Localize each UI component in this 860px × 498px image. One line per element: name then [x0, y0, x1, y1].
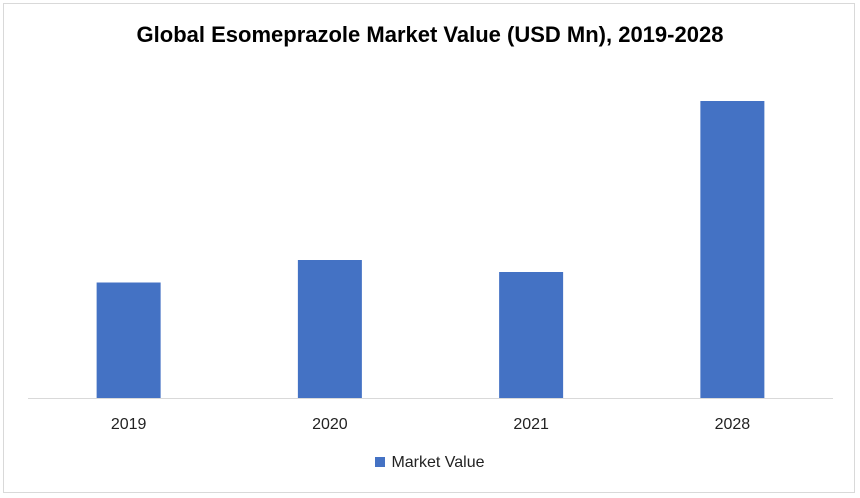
bar-2021 [499, 272, 564, 398]
bar-2028 [700, 101, 765, 398]
bar-2019 [96, 282, 161, 398]
bar-2020 [297, 260, 362, 398]
x-tick-label: 2021 [513, 416, 549, 433]
legend-swatch [375, 456, 386, 467]
legend-label: Market Value [391, 454, 485, 471]
x-tick-label: 2019 [111, 416, 147, 433]
x-tick-label: 2028 [715, 416, 751, 433]
legend: Market Value [0, 454, 860, 472]
x-tick-label: 2020 [312, 416, 348, 433]
chart-title: Global Esomeprazole Market Value (USD Mn… [136, 22, 724, 47]
